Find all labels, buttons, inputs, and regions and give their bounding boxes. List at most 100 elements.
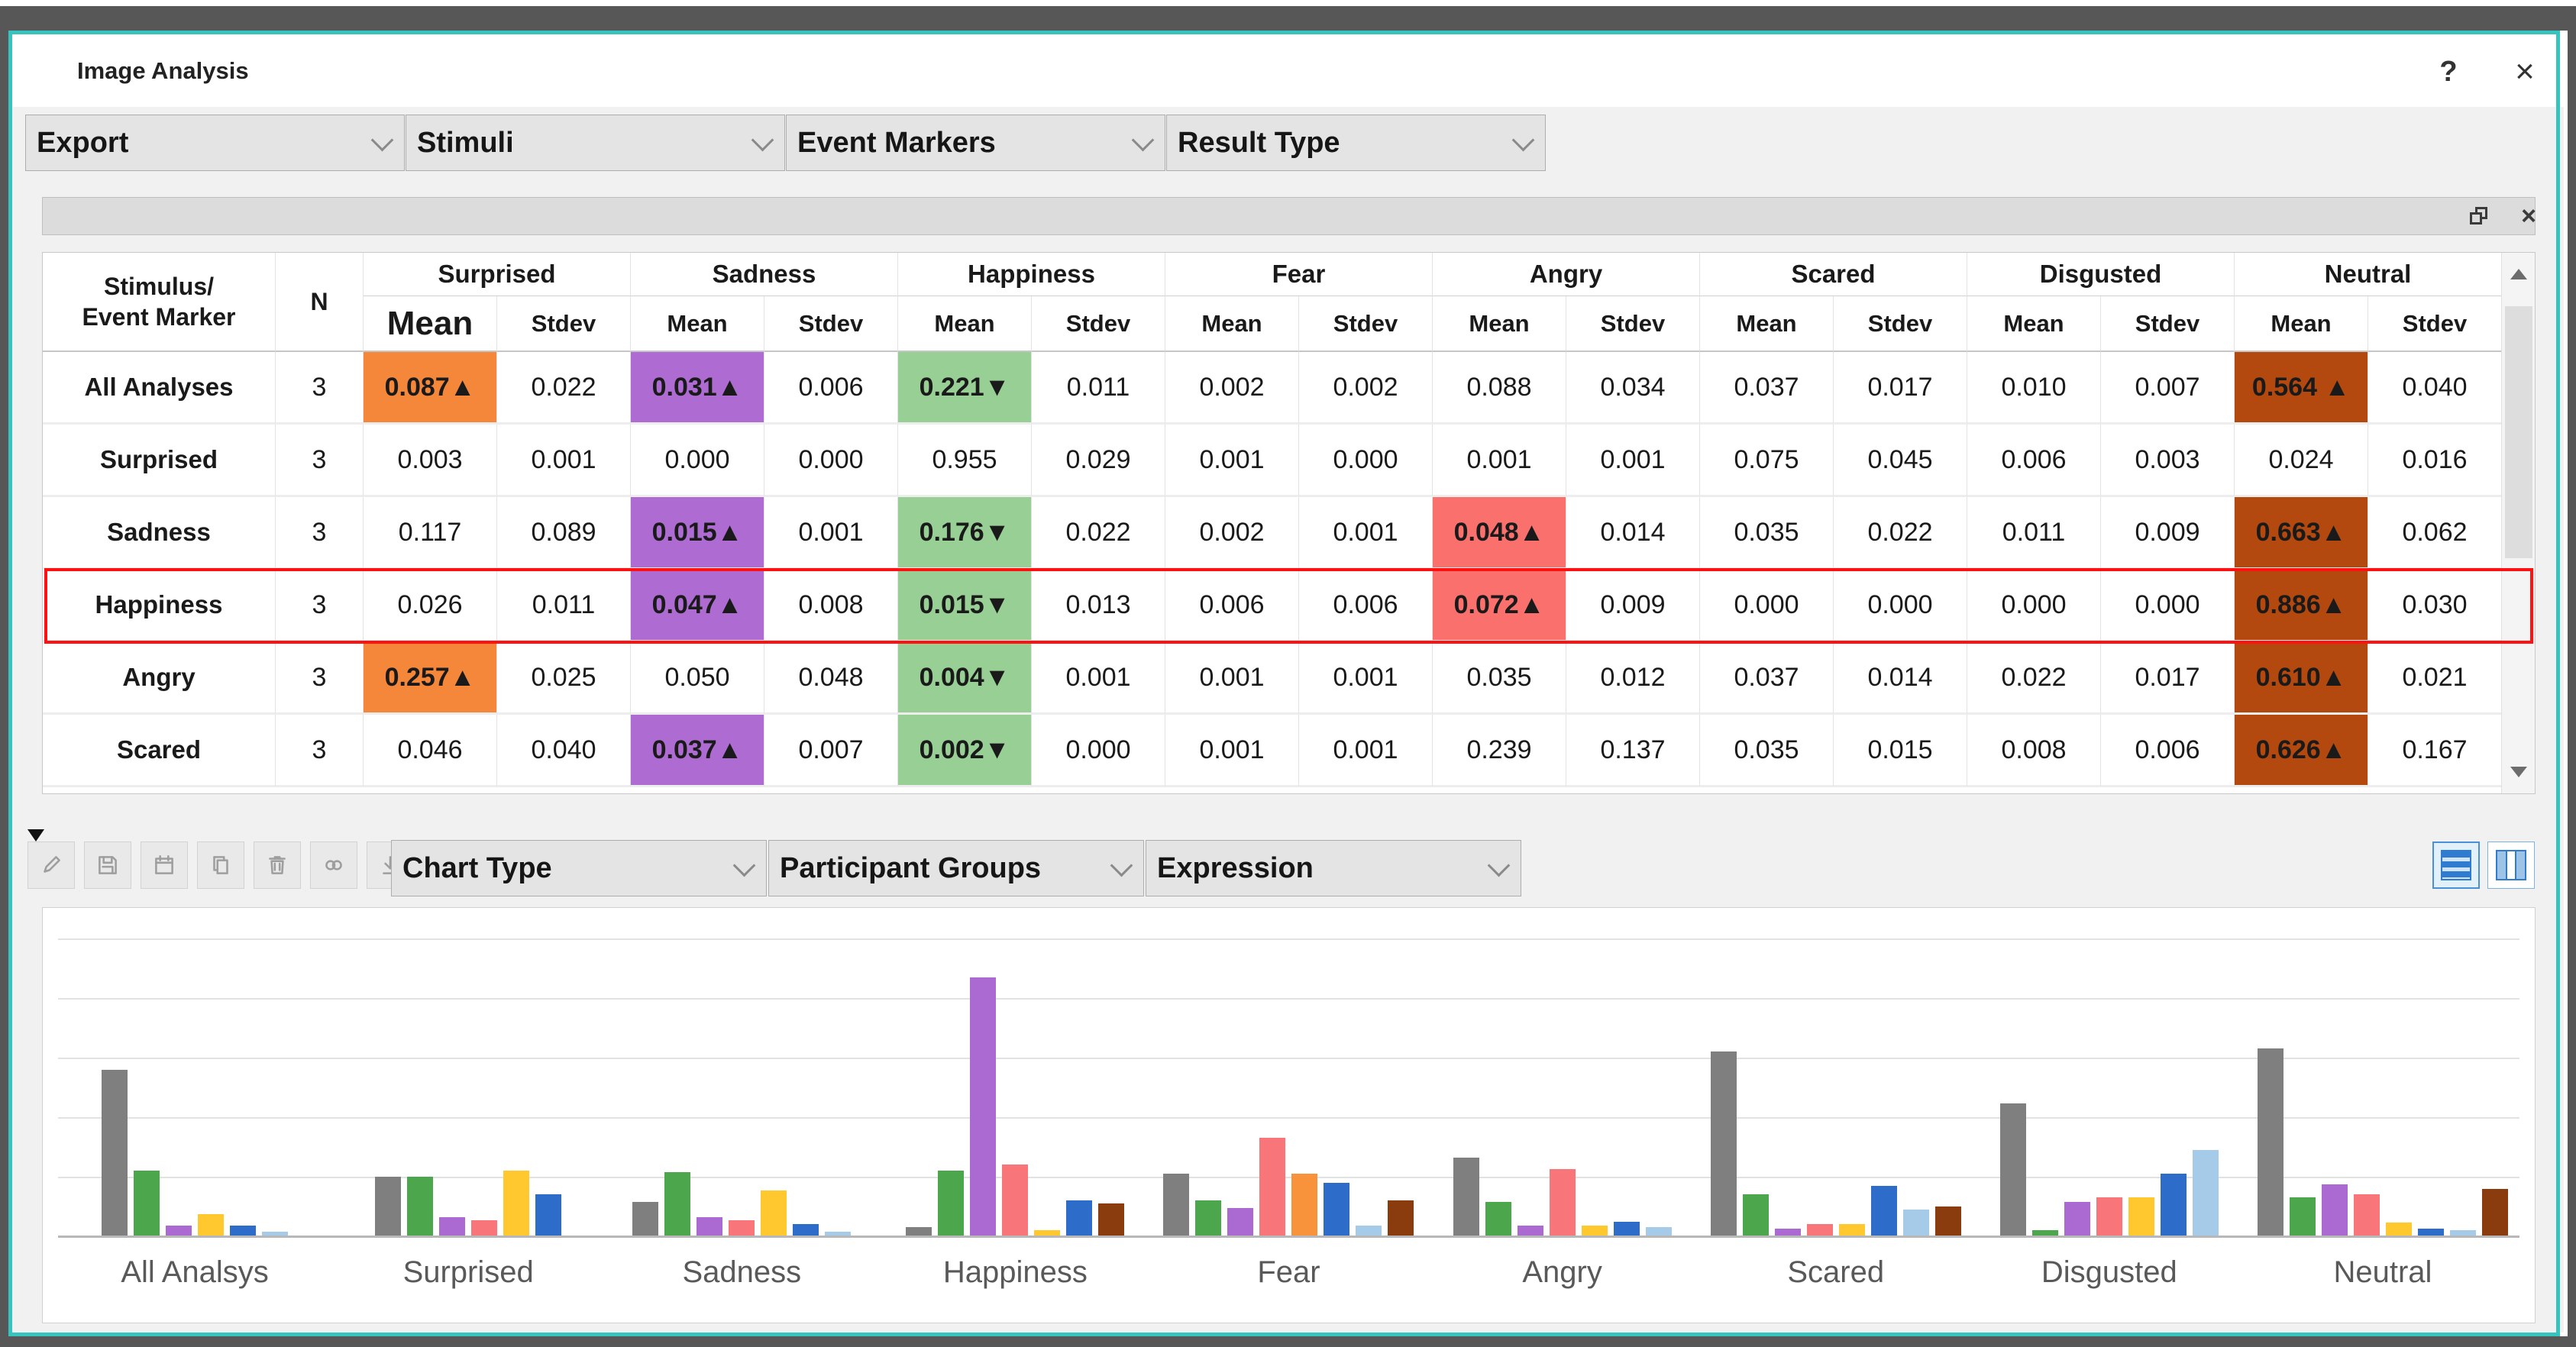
chart-bar-red	[1259, 1138, 1286, 1236]
scroll-thumb[interactable]	[2505, 306, 2532, 558]
chart-group-all-analsys	[58, 938, 331, 1236]
dropdown-participant-groups[interactable]: Participant Groups	[768, 840, 1144, 896]
chart-bar-lightblue	[825, 1232, 852, 1236]
chart-bar-green	[1195, 1200, 1222, 1236]
row-n-value: 3	[276, 570, 364, 642]
save-button[interactable]	[84, 841, 131, 889]
table-cell: 0.001	[497, 425, 631, 497]
chart-bar-blue	[793, 1224, 819, 1236]
table-cell: 0.239	[1433, 715, 1566, 787]
dropdown-expression[interactable]: Expression	[1146, 840, 1521, 896]
table-cell: 0.022	[497, 352, 631, 425]
chart-bar-gray	[1163, 1174, 1190, 1236]
table-scrollbar[interactable]	[2501, 253, 2535, 793]
calendar-button[interactable]	[141, 841, 188, 889]
chart-bar-gray	[906, 1227, 932, 1236]
chart-bar-green	[2289, 1197, 2316, 1236]
table-cell: 0.001	[764, 497, 898, 570]
chevron-down-icon	[1511, 128, 1535, 151]
table-cell: 0.001	[1299, 497, 1433, 570]
table-cell: 0.007	[2101, 352, 2235, 425]
table-cell: 0.000	[631, 425, 764, 497]
table-cell: 0.006	[2101, 715, 2235, 787]
table-cell: 0.024	[2235, 425, 2368, 497]
stdev-header: Stdev	[1032, 296, 1165, 352]
table-cell: 0.001	[1566, 425, 1700, 497]
copy-button[interactable]	[197, 841, 244, 889]
chart-group-neutral	[2246, 938, 2519, 1236]
scroll-up-button[interactable]	[2502, 253, 2536, 296]
trash-button[interactable]	[254, 841, 301, 889]
header-line: Event Marker	[82, 303, 236, 331]
chart-bar-lightblue	[1902, 1209, 1929, 1236]
table-cell: 0.026	[364, 570, 497, 642]
chart-bar-red	[2096, 1197, 2122, 1236]
chart-bar-purple	[1774, 1229, 1801, 1236]
table-cell: 0.089	[497, 497, 631, 570]
table-cell: 0.025	[497, 642, 631, 715]
window-frame-right	[2568, 6, 2576, 1340]
mean-header: Mean	[898, 296, 1032, 352]
table-cell: 0.167	[2368, 715, 2502, 787]
table-cell: 0.257▲	[364, 642, 497, 715]
dropdown-result-type[interactable]: Result Type	[1166, 115, 1546, 171]
chart-bar-lightblue	[1356, 1226, 1382, 1236]
chart-bar-purple	[970, 977, 997, 1236]
table-cell: 0.037	[1700, 642, 1834, 715]
dock-close-icon: ×	[2521, 201, 2536, 231]
table-cell: 0.610▲	[2235, 642, 2368, 715]
dropdown-stimuli[interactable]: Stimuli	[406, 115, 785, 171]
pencil-button[interactable]	[27, 841, 75, 889]
dock-strip: ×	[42, 197, 2536, 235]
chart-bar-blue	[1613, 1221, 1640, 1236]
float-panel-button[interactable]	[2460, 201, 2498, 231]
dropdown-result-type-label: Result Type	[1178, 126, 1340, 159]
link-button[interactable]	[310, 841, 357, 889]
dropdown-stimuli-label: Stimuli	[417, 126, 514, 159]
chart-bar-gray	[1453, 1157, 1479, 1236]
results-table-panel: Stimulus/Event Marker N Surprised Mean Stdev…	[42, 252, 2536, 794]
chart-category-label: Disgusted	[2041, 1255, 2177, 1289]
table-cell: 0.017	[1834, 352, 1967, 425]
chart-bar-brown	[1388, 1200, 1414, 1236]
table-cell: 0.011	[1032, 352, 1165, 425]
dropdown-chart-type-label: Chart Type	[402, 851, 552, 884]
chart-bar-gray	[375, 1177, 402, 1236]
chart-gridline	[58, 998, 2519, 1000]
chevron-down-icon	[370, 128, 394, 151]
table-cell: 0.002	[1299, 352, 1433, 425]
row-label-happiness: Happiness	[43, 570, 276, 642]
table-cell: 0.015	[1834, 715, 1967, 787]
chart-bar-green	[1742, 1194, 1769, 1236]
group-header-neutral: Neutral	[2235, 253, 2502, 296]
chart-bar-blue	[1066, 1200, 1093, 1236]
table-cell: 0.008	[1967, 715, 2101, 787]
table-cell: 0.001	[1299, 642, 1433, 715]
chart-panel: All Analsys Surprised Sadness Happiness Fear…	[42, 907, 2536, 1323]
scroll-down-button[interactable]	[2502, 751, 2536, 793]
mean-header: Mean	[631, 296, 764, 352]
group-header-sadness: Sadness	[631, 253, 898, 296]
dropdown-event-markers[interactable]: Event Markers	[786, 115, 1165, 171]
chart-x-axis	[58, 1236, 2519, 1238]
chart-bar-yellow	[761, 1190, 787, 1236]
row-n-value: 3	[276, 352, 364, 425]
chart-bar-green	[2031, 1230, 2058, 1236]
chart-bar-purple	[2321, 1184, 2348, 1236]
chart-group-surprised	[331, 938, 605, 1236]
chevron-down-icon	[1487, 854, 1511, 877]
chart-bar-lightblue	[2192, 1149, 2219, 1236]
help-button[interactable]: ?	[2422, 51, 2475, 92]
table-cell: 0.000	[1834, 570, 1967, 642]
chart-bar-gray	[102, 1069, 128, 1236]
table-cell: 0.001	[1165, 715, 1299, 787]
chart-view-button[interactable]	[2432, 841, 2480, 889]
table-view-button[interactable]	[2487, 841, 2535, 889]
dock-close-button[interactable]: ×	[2510, 201, 2548, 231]
table-cell: 0.013	[1032, 570, 1165, 642]
chart-bar-yellow	[503, 1171, 530, 1236]
row-n-value: 3	[276, 642, 364, 715]
dropdown-export[interactable]: Export	[25, 115, 405, 171]
dropdown-chart-type[interactable]: Chart Type	[391, 840, 767, 896]
close-button[interactable]: ×	[2498, 51, 2552, 92]
